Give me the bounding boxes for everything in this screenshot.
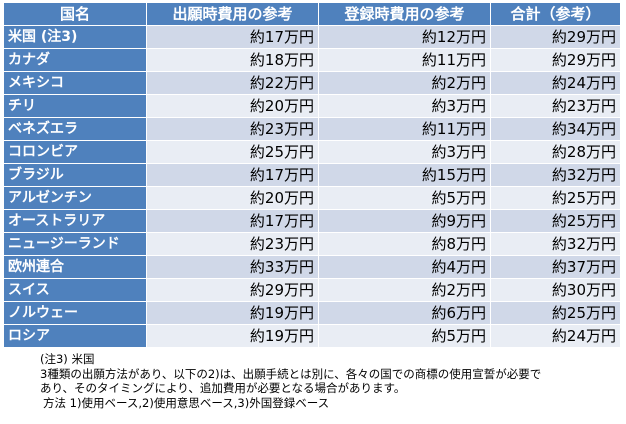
total-cost-cell: 約34万円: [490, 117, 621, 141]
table-header-row: 国名 出願時費用の参考 登録時費用の参考 合計（参考）: [3, 2, 621, 26]
filing-cost-cell: 約25万円: [146, 140, 319, 164]
filing-cost-cell: 約23万円: [146, 117, 319, 141]
total-cost-cell: 約28万円: [490, 140, 621, 164]
table-row: コロンビア 約25万円 約3万円 約28万円: [3, 140, 621, 164]
header-filing-cost: 出願時費用の参考: [146, 2, 319, 26]
total-cost-cell: 約32万円: [490, 163, 621, 187]
filing-cost-cell: 約17万円: [146, 209, 319, 233]
registration-cost-cell: 約15万円: [318, 163, 491, 187]
table-row: ノルウェー 約19万円 約6万円 約25万円: [3, 301, 621, 325]
country-cell: ロシア: [3, 324, 147, 348]
country-cell: ニュージーランド: [3, 232, 147, 256]
table-row: 米国 (注3) 約17万円 約12万円 約29万円: [3, 25, 621, 49]
country-cell: アルゼンチン: [3, 186, 147, 210]
filing-cost-cell: 約20万円: [146, 94, 319, 118]
table-row: ブラジル 約17万円 約15万円 約32万円: [3, 163, 621, 187]
country-cell: 欧州連合: [3, 255, 147, 279]
filing-cost-cell: 約33万円: [146, 255, 319, 279]
registration-cost-cell: 約3万円: [318, 140, 491, 164]
filing-cost-cell: 約17万円: [146, 25, 319, 49]
total-cost-cell: 約29万円: [490, 48, 621, 72]
table-row: スイス 約29万円 約2万円 約30万円: [3, 278, 621, 302]
country-cell: ブラジル: [3, 163, 147, 187]
filing-cost-cell: 約18万円: [146, 48, 319, 72]
filing-cost-cell: 約19万円: [146, 324, 319, 348]
table-row: アルゼンチン 約20万円 約5万円 約25万円: [3, 186, 621, 210]
country-cell: 米国 (注3): [3, 25, 147, 49]
registration-cost-cell: 約11万円: [318, 48, 491, 72]
country-cell: チリ: [3, 94, 147, 118]
country-cell: メキシコ: [3, 71, 147, 95]
filing-cost-cell: 約17万円: [146, 163, 319, 187]
registration-cost-cell: 約5万円: [318, 324, 491, 348]
country-cell: ノルウェー: [3, 301, 147, 325]
table-row: カナダ 約18万円 約11万円 約29万円: [3, 48, 621, 72]
total-cost-cell: 約23万円: [490, 94, 621, 118]
registration-cost-cell: 約8万円: [318, 232, 491, 256]
table-row: ニュージーランド 約23万円 約8万円 約32万円: [3, 232, 621, 256]
filing-cost-cell: 約22万円: [146, 71, 319, 95]
country-cell: ベネズエラ: [3, 117, 147, 141]
registration-cost-cell: 約5万円: [318, 186, 491, 210]
registration-cost-cell: 約2万円: [318, 278, 491, 302]
table-row: オーストラリア 約17万円 約9万円 約25万円: [3, 209, 621, 233]
filing-cost-cell: 約29万円: [146, 278, 319, 302]
registration-cost-cell: 約12万円: [318, 25, 491, 49]
total-cost-cell: 約29万円: [490, 25, 621, 49]
country-cell: スイス: [3, 278, 147, 302]
footnote-title: (注3) 米国: [40, 352, 95, 366]
total-cost-cell: 約32万円: [490, 232, 621, 256]
total-cost-cell: 約24万円: [490, 71, 621, 95]
country-cell: コロンビア: [3, 140, 147, 164]
filing-cost-cell: 約20万円: [146, 186, 319, 210]
total-cost-cell: 約30万円: [490, 278, 621, 302]
table-row: チリ 約20万円 約3万円 約23万円: [3, 94, 621, 118]
footnote-line: 3種類の出願方法があり、以下の2)は、出願手続とは別に、各々の国での商標の使用宣…: [40, 366, 542, 381]
total-cost-cell: 約37万円: [490, 255, 621, 279]
table-row: 欧州連合 約33万円 約4万円 約37万円: [3, 255, 621, 279]
registration-cost-cell: 約4万円: [318, 255, 491, 279]
registration-cost-cell: 約11万円: [318, 117, 491, 141]
total-cost-cell: 約24万円: [490, 324, 621, 348]
country-cell: カナダ: [3, 48, 147, 72]
footnotes: (注3) 米国 3種類の出願方法があり、以下の2)は、出願手続とは別に、各々の国…: [40, 352, 624, 410]
total-cost-cell: 約25万円: [490, 301, 621, 325]
footnote-line: 方法 1)使用ベース,2)使用意思ベース,3)外国登録ベース: [43, 395, 330, 410]
filing-cost-cell: 約23万円: [146, 232, 319, 256]
header-country: 国名: [3, 2, 147, 26]
table-row: ベネズエラ 約23万円 約11万円 約34万円: [3, 117, 621, 141]
header-total: 合計（参考）: [490, 2, 621, 26]
registration-cost-cell: 約2万円: [318, 71, 491, 95]
registration-cost-cell: 約6万円: [318, 301, 491, 325]
registration-cost-cell: 約9万円: [318, 209, 491, 233]
total-cost-cell: 約25万円: [490, 209, 621, 233]
registration-cost-cell: 約3万円: [318, 94, 491, 118]
table-row: メキシコ 約22万円 約2万円 約24万円: [3, 71, 621, 95]
header-registration-cost: 登録時費用の参考: [318, 2, 491, 26]
country-cell: オーストラリア: [3, 209, 147, 233]
cost-comparison-table: 国名 出願時費用の参考 登録時費用の参考 合計（参考） 米国 (注3) 約17万円…: [3, 2, 621, 348]
footnote-line: あり、そのタイミングにより、追加費用が必要となる場合があります。: [40, 381, 406, 395]
total-cost-cell: 約25万円: [490, 186, 621, 210]
filing-cost-cell: 約19万円: [146, 301, 319, 325]
table-row: ロシア 約19万円 約5万円 約24万円: [3, 324, 621, 348]
